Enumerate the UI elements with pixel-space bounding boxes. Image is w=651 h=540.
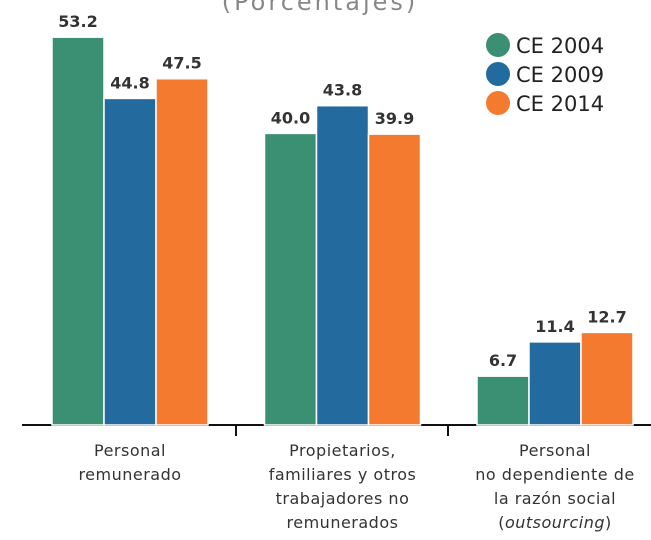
x-tick-label: no dependiente de bbox=[475, 465, 634, 484]
legend-label: CE 2009 bbox=[516, 63, 604, 87]
value-label: 40.0 bbox=[271, 108, 310, 127]
x-tick-label: remunerados bbox=[287, 513, 399, 532]
bar bbox=[155, 77, 209, 426]
value-label: 39.9 bbox=[375, 109, 414, 128]
x-tick-label: (outsourcing) bbox=[498, 513, 612, 532]
x-tick-label: trabajadores no bbox=[276, 489, 410, 508]
value-label: 44.8 bbox=[110, 73, 149, 92]
bar bbox=[528, 341, 582, 426]
value-label: 53.2 bbox=[58, 12, 97, 31]
legend-marker bbox=[486, 62, 510, 86]
value-label: 6.7 bbox=[489, 351, 517, 370]
bar bbox=[367, 133, 422, 426]
bar bbox=[103, 97, 157, 426]
value-label: 47.5 bbox=[162, 54, 201, 73]
bar bbox=[315, 104, 370, 426]
x-tick-label: remunerado bbox=[78, 465, 181, 484]
bar bbox=[51, 36, 105, 426]
legend-label: CE 2004 bbox=[516, 34, 604, 58]
value-label: 43.8 bbox=[323, 81, 362, 100]
x-tick-label: Personal bbox=[519, 441, 591, 460]
value-label: 11.4 bbox=[535, 317, 574, 336]
bar bbox=[263, 132, 318, 426]
x-tick-label: familiares y otros bbox=[269, 465, 417, 484]
x-tick-label: Propietarios, bbox=[289, 441, 396, 460]
legend-marker bbox=[486, 91, 510, 115]
bar bbox=[476, 375, 530, 426]
legend-label: CE 2014 bbox=[516, 92, 604, 116]
value-label: 12.7 bbox=[587, 307, 626, 326]
legend-marker bbox=[486, 33, 510, 57]
x-tick-label: Personal bbox=[94, 441, 166, 460]
x-tick-label: la razón social bbox=[494, 489, 616, 508]
bar bbox=[580, 331, 634, 426]
chart-subtitle: (Porcentajes) bbox=[222, 0, 419, 16]
